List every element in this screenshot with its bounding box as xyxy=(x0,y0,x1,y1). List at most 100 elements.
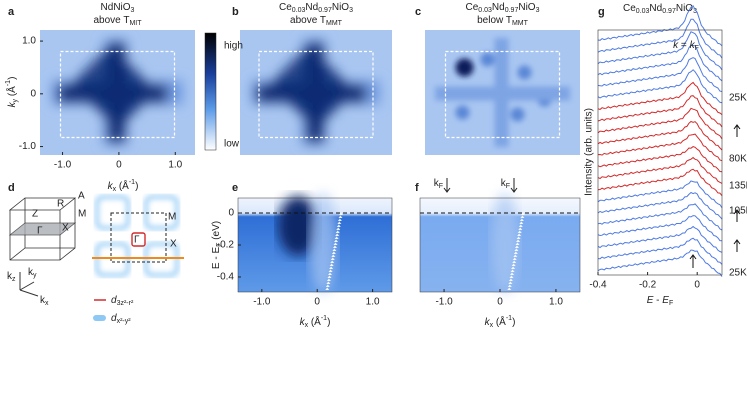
x-tick-label: 0 xyxy=(314,297,320,308)
text-part: Ce xyxy=(466,2,479,13)
x-axis-label: E - EF xyxy=(647,295,674,308)
text-part: E xyxy=(662,295,669,306)
text-part: 0.97 xyxy=(662,8,676,15)
text-part: (Å xyxy=(5,86,18,99)
map-intensity xyxy=(52,40,183,145)
x-tick-label: 1.0 xyxy=(549,297,563,308)
bz-boundary xyxy=(444,50,561,139)
edc-curves xyxy=(597,5,723,277)
text-part: d xyxy=(111,313,117,324)
legend-swatch xyxy=(93,315,106,321)
text-part: NiO xyxy=(332,2,349,13)
y-tick-label: 0 xyxy=(30,88,36,99)
cube-edges xyxy=(8,197,77,261)
text-part: 0.97 xyxy=(318,7,332,14)
text-part: NdNiO xyxy=(101,2,131,13)
text-part: k xyxy=(108,181,114,192)
text-part: x xyxy=(45,300,49,307)
text-part: Ce xyxy=(623,3,636,14)
kf-label: kF xyxy=(501,178,510,191)
spot xyxy=(455,58,474,77)
text-part: Nd xyxy=(649,3,662,14)
panel-label: f xyxy=(415,182,419,194)
dispersion-trace xyxy=(507,212,525,290)
temperature-label: 135K xyxy=(729,181,747,192)
k-axis-label: kx xyxy=(40,295,49,308)
text-part: - xyxy=(653,295,662,306)
text-part: k xyxy=(501,178,507,189)
text-part: F xyxy=(439,183,443,190)
text-part: k xyxy=(485,317,491,328)
text-part: F xyxy=(695,45,699,52)
edc-curve xyxy=(597,31,723,71)
text-part: NiO xyxy=(676,3,693,14)
bz-boundary xyxy=(59,50,176,139)
panel-title: Ce0.03Nd0.97NiO3 xyxy=(279,2,353,15)
arm xyxy=(494,38,509,147)
edc-curve xyxy=(597,249,723,277)
text-part: ) xyxy=(512,317,515,328)
text-part: 3 xyxy=(693,8,697,15)
text-part: F xyxy=(216,243,223,247)
x-axis-label: kx (Å-1) xyxy=(485,315,516,330)
y-tick-label: -0.4 xyxy=(217,272,235,283)
kf-arrow xyxy=(510,178,518,193)
dispersion-map xyxy=(237,193,393,293)
edc-curve xyxy=(597,95,723,128)
edc-curve xyxy=(597,203,723,231)
text-part: y xyxy=(12,98,19,102)
fermi-map xyxy=(240,30,392,155)
cube-label: R xyxy=(57,199,64,210)
text-part: 0.97 xyxy=(505,7,519,14)
colorbar-label: high xyxy=(224,41,243,52)
legend-label: d3z²-r² xyxy=(111,295,134,308)
text-part: -1 xyxy=(321,315,327,322)
text-part: (Å xyxy=(116,179,129,192)
edc-curve xyxy=(597,5,723,47)
text-part: ) xyxy=(135,181,138,192)
edc-curve xyxy=(597,237,723,265)
panel-subtitle: above TMMT xyxy=(290,15,343,28)
text-part: (eV) xyxy=(211,221,222,243)
edc-curve xyxy=(597,44,723,82)
text-part: above T xyxy=(290,15,326,26)
text-part: ) xyxy=(327,317,330,328)
text-part: d xyxy=(111,295,117,306)
panel-label: g xyxy=(598,6,605,18)
x-tick-label: 0 xyxy=(694,280,700,291)
text-part: 0.03 xyxy=(478,7,492,14)
panel-subtitle: below TMMT xyxy=(477,15,529,28)
cube-plane xyxy=(8,222,77,236)
text-part: = xyxy=(678,40,689,51)
text-part: -1 xyxy=(506,315,512,322)
x-axis-label: kx (Å-1) xyxy=(300,315,331,330)
edc-curve xyxy=(597,120,723,151)
panel-label: b xyxy=(232,6,239,18)
text-part: MIT xyxy=(129,20,142,27)
panel-label: c xyxy=(415,6,421,18)
text-part: Nd xyxy=(305,2,318,13)
k-axes xyxy=(19,272,39,297)
text-part: 3z²-r² xyxy=(117,300,134,307)
text-part: k xyxy=(690,40,696,51)
gamma-pocket xyxy=(131,232,146,247)
text-part: 0.03 xyxy=(636,8,650,15)
y-tick-label: -1.0 xyxy=(19,141,37,152)
panel-label: a xyxy=(8,6,15,18)
dispersion-map xyxy=(419,193,581,293)
text-part: 3 xyxy=(131,7,135,14)
legend-label: dx²-y² xyxy=(111,313,131,326)
colorbar xyxy=(204,32,217,151)
arm xyxy=(306,42,324,143)
cube-label: A xyxy=(78,191,85,202)
text-part: z xyxy=(12,276,16,283)
edc-curve xyxy=(597,81,723,115)
brillouin-cube xyxy=(8,197,77,261)
spot xyxy=(517,65,532,80)
text-part: x xyxy=(490,322,494,329)
arrow xyxy=(689,254,697,268)
panel-label: e xyxy=(232,182,238,194)
kf-arrow xyxy=(443,178,451,193)
arrow xyxy=(733,209,741,222)
